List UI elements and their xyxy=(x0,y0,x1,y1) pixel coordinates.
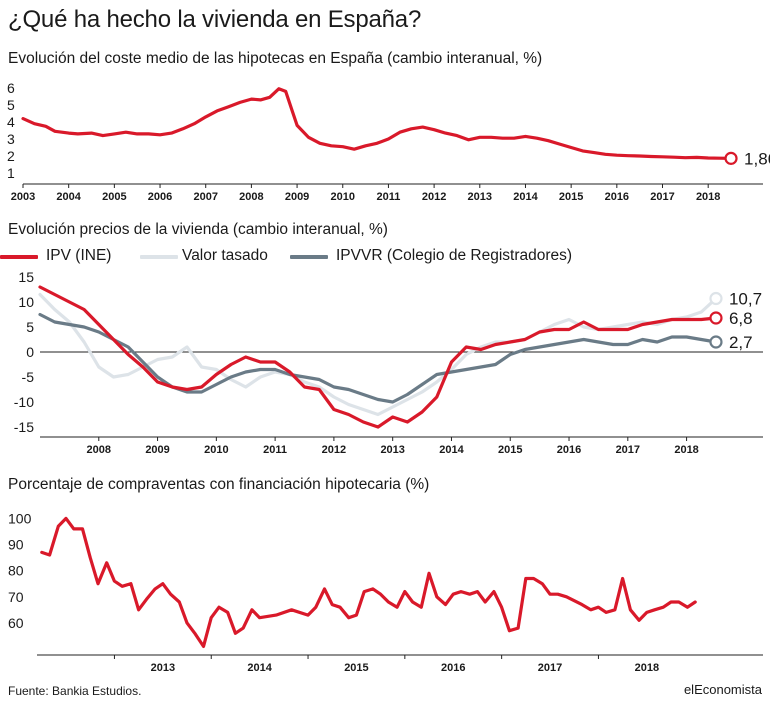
chart3-x-tick: 2015 xyxy=(344,662,368,674)
chart2-x-tick: 2017 xyxy=(616,444,640,456)
chart3-y-tick: 90 xyxy=(8,537,24,553)
chart1-x-tick: 2014 xyxy=(513,191,538,203)
chart1-x-tick: 2005 xyxy=(102,191,126,203)
chart3-x-tick: 2018 xyxy=(635,662,659,674)
chart2-y-tick: 10 xyxy=(18,294,34,310)
chart3-title: Porcentaje de compraventas con financiac… xyxy=(8,476,430,493)
chart2-x-tick: 2015 xyxy=(498,444,522,456)
chart2-y-tick: -10 xyxy=(14,394,34,410)
chart2-y-tick: 0 xyxy=(26,344,34,360)
chart1-end-label: 1,86 xyxy=(744,149,770,168)
chart2-end-marker xyxy=(709,335,723,349)
house-price-chart: 15 10 5 0 -5 -10 -15 2008 2009 2010 2011 2012 2013 20… xyxy=(14,269,763,456)
chart2-y-tick: 5 xyxy=(26,319,34,335)
chart1-y-tick: 3 xyxy=(7,131,15,147)
chart1-y-tick: 1 xyxy=(7,165,15,181)
chart2-x-tick: 2014 xyxy=(439,444,464,456)
source-note: Fuente: Bankia Estudios. xyxy=(8,684,142,698)
legend-label-ipv: IPV (INE) xyxy=(46,247,112,264)
legend-label-ipvvr: IPVVR (Colegio de Registradores) xyxy=(336,247,573,264)
chart3-y-tick: 100 xyxy=(8,510,32,526)
chart1-x-tick: 2006 xyxy=(148,191,172,203)
chart2-x-tick: 2013 xyxy=(380,444,404,456)
chart2-end-marker xyxy=(709,291,723,306)
chart2-y-tick: -5 xyxy=(22,369,35,385)
chart1-x-tick: 2008 xyxy=(239,191,263,203)
chart3-x-tick: 2013 xyxy=(151,662,175,674)
chart3-x-tick: 2017 xyxy=(538,662,562,674)
chart2-y-tick: 15 xyxy=(18,269,34,285)
chart1-end-marker xyxy=(724,151,738,165)
legend-swatch-ipv xyxy=(0,255,38,259)
chart2-end-label: 2,7 xyxy=(729,333,753,352)
legend-swatch-valor-tasado xyxy=(140,255,178,259)
page-title: ¿Qué ha hecho la vivienda en España? xyxy=(8,6,422,33)
chart1-title: Evolución del coste medio de las hipotec… xyxy=(8,50,543,67)
chart1-x-tick: 2017 xyxy=(650,191,674,203)
chart1-x-tick: 2003 xyxy=(11,191,35,203)
chart1-x-tick: 2004 xyxy=(56,191,81,203)
chart2-end-label: 6,8 xyxy=(729,309,753,328)
chart2-x-tick: 2010 xyxy=(204,444,228,456)
chart2-x-tick: 2008 xyxy=(87,444,111,456)
chart2-x-tick: 2018 xyxy=(674,444,698,456)
chart1-x-tick: 2016 xyxy=(605,191,629,203)
legend-swatch-ipvvr xyxy=(290,255,328,259)
chart1-y-tick: 4 xyxy=(7,114,15,130)
brand-logo: elEconomista xyxy=(683,682,762,697)
chart3-x-tick: 2016 xyxy=(441,662,465,674)
chart2-x-tick: 2009 xyxy=(145,444,169,456)
chart2-end-marker xyxy=(709,311,723,325)
chart3-x-tick: 2014 xyxy=(247,662,272,674)
chart1-x-tick: 2015 xyxy=(559,191,583,203)
chart3-series-line xyxy=(40,516,697,648)
chart2-series-line xyxy=(38,285,718,429)
chart2-end-label: 10,7 xyxy=(729,290,762,309)
chart3-y-tick: 80 xyxy=(8,563,24,579)
chart1-y-tick: 2 xyxy=(7,148,15,164)
chart1-y-tick: 5 xyxy=(7,97,15,113)
chart1-y-tick: 6 xyxy=(7,80,15,96)
chart2-y-tick: -15 xyxy=(14,419,34,435)
chart1-x-tick: 2009 xyxy=(285,191,309,203)
chart1-x-tick: 2011 xyxy=(376,191,400,203)
chart1-x-tick: 2007 xyxy=(193,191,217,203)
chart2-x-tick: 2012 xyxy=(322,444,346,456)
chart2-x-tick: 2011 xyxy=(263,444,287,456)
chart2-x-tick: 2016 xyxy=(557,444,581,456)
chart2-title: Evolución precios de la vivienda (cambio… xyxy=(8,221,388,238)
legend-label-valor-tasado: Valor tasado xyxy=(182,247,268,264)
chart1-x-tick: 2018 xyxy=(696,191,720,203)
chart2-series-line xyxy=(38,312,718,404)
chart3-y-tick: 60 xyxy=(8,615,24,631)
chart1-x-tick: 2010 xyxy=(331,191,355,203)
chart1-x-tick: 2012 xyxy=(422,191,446,203)
chart1-x-tick: 2013 xyxy=(468,191,492,203)
chart1-series-line xyxy=(21,87,733,160)
chart3-y-tick: 70 xyxy=(8,589,24,605)
